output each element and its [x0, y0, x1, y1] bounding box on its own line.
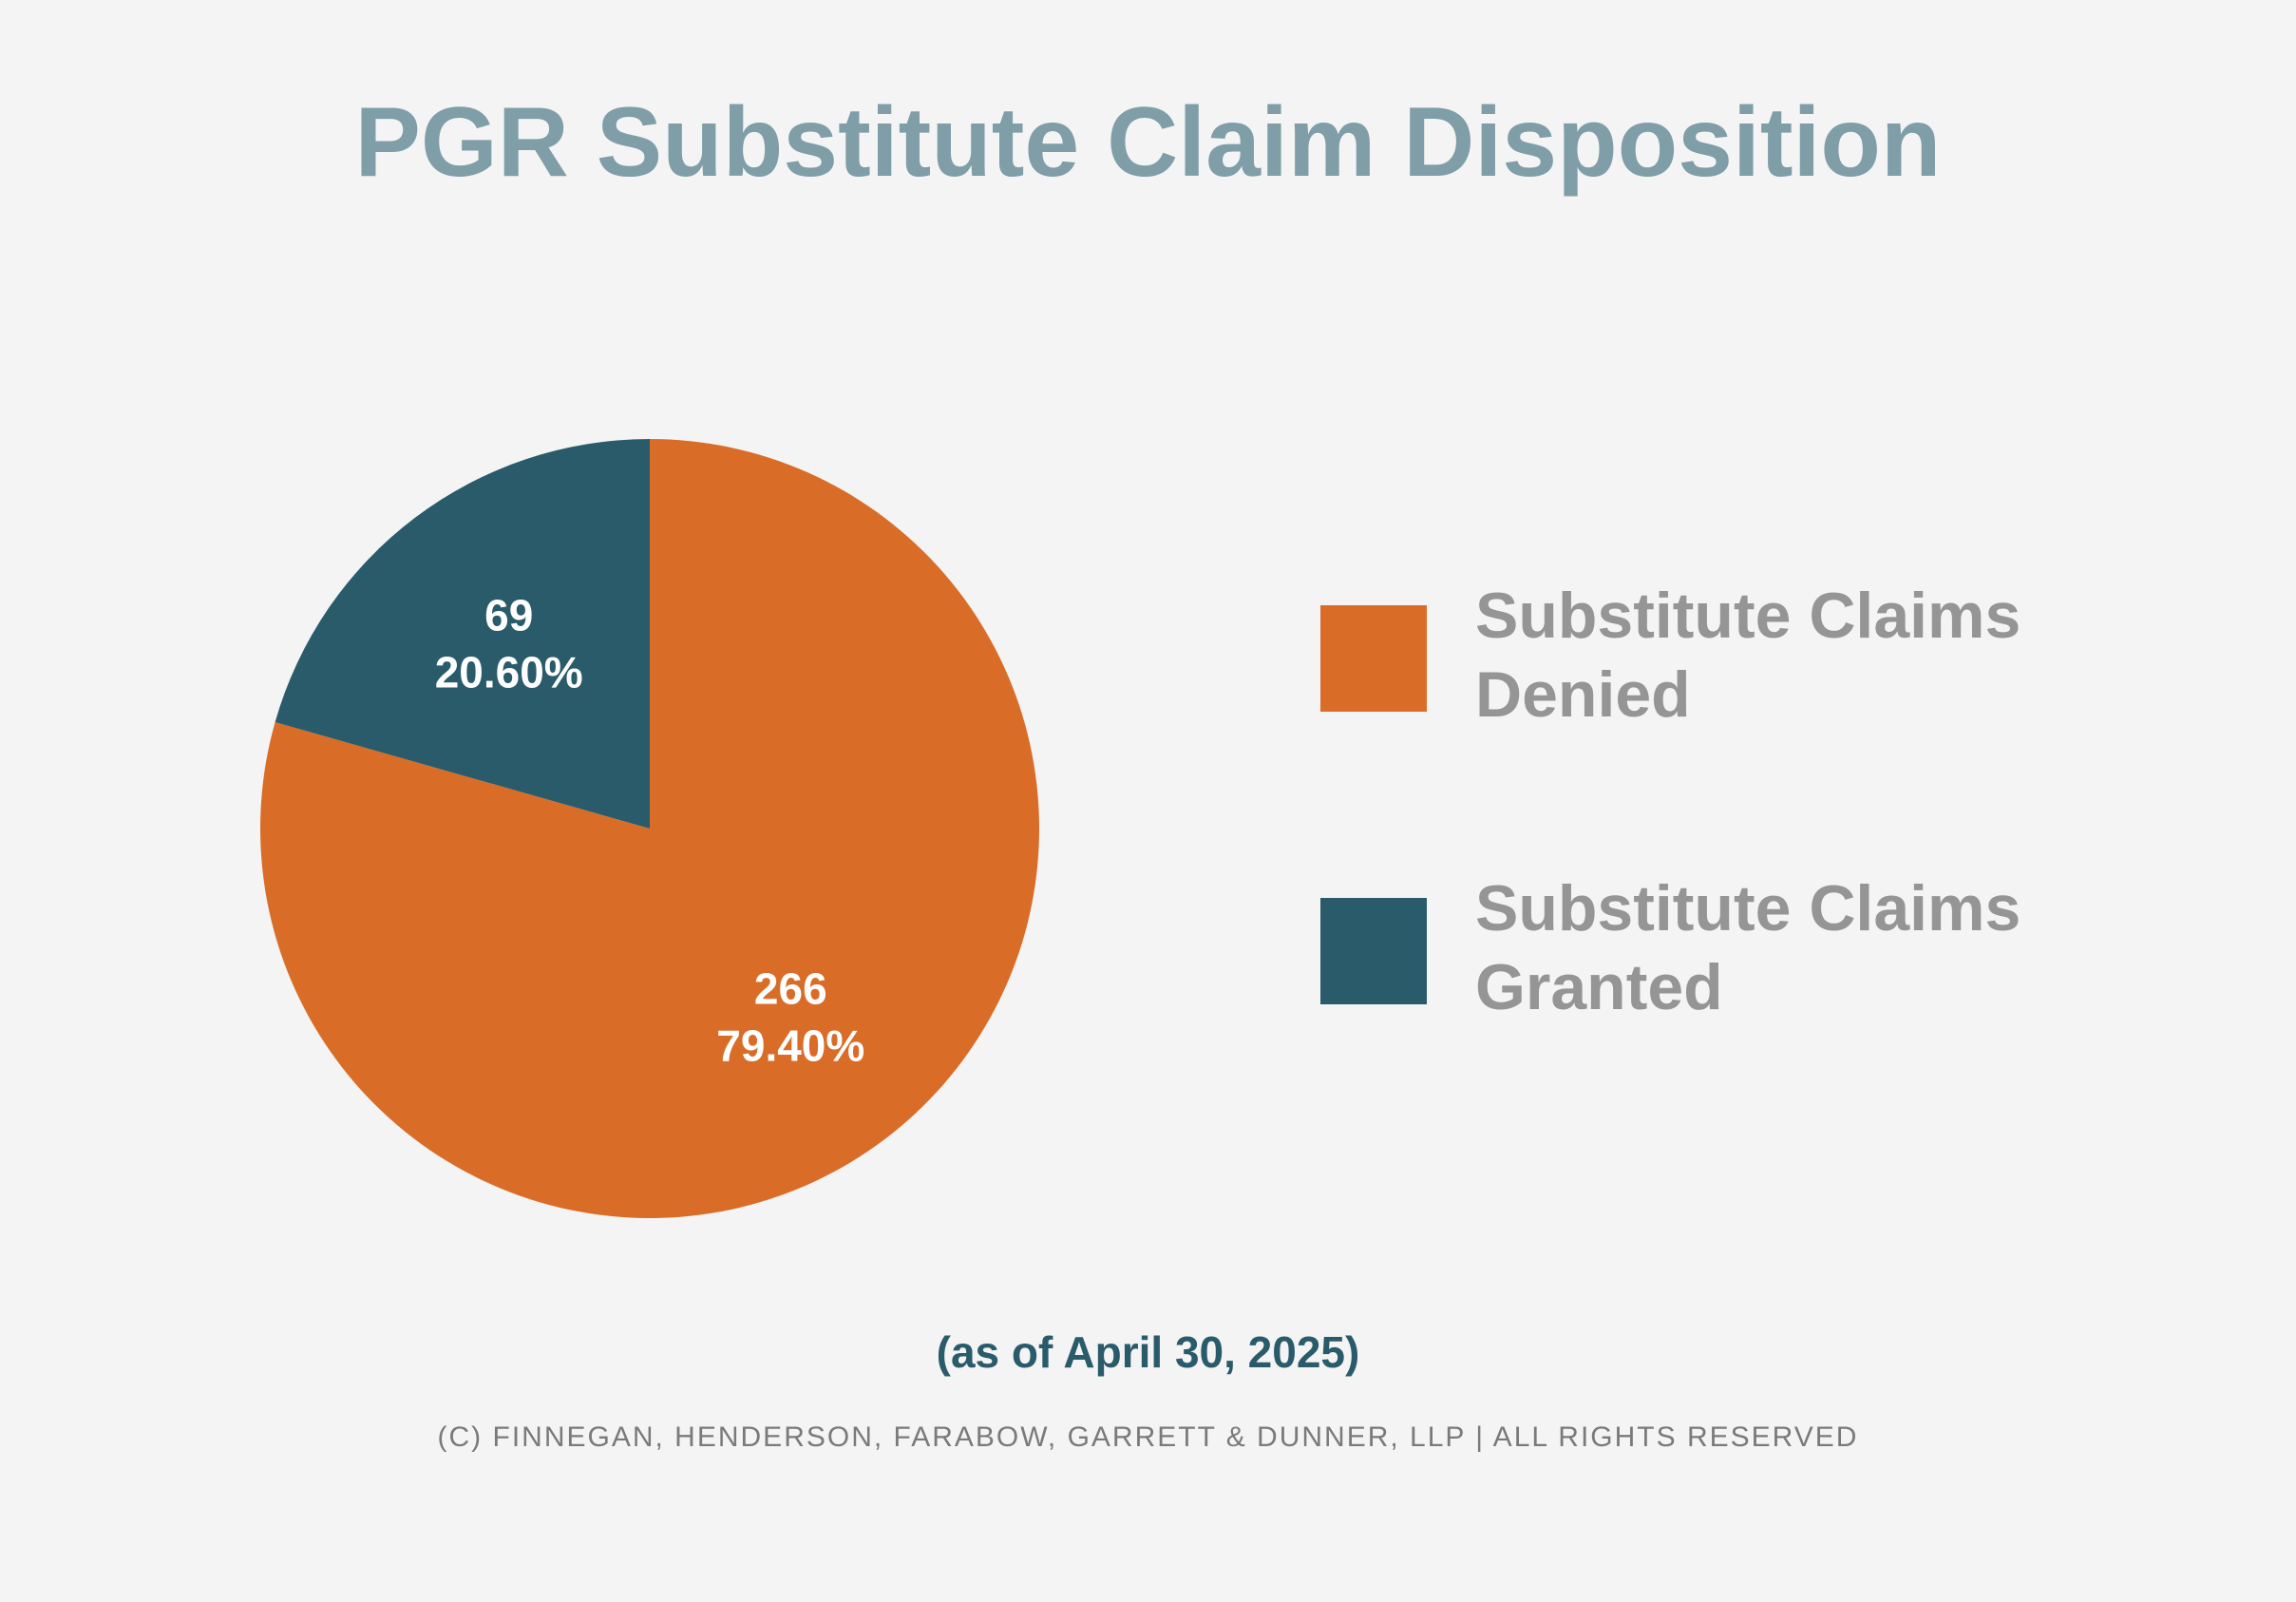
legend-swatch-denied [1320, 605, 1427, 712]
legend-item-denied: Substitute Claims Denied [1320, 580, 2175, 795]
pie-label-denied-value: 266 [754, 963, 827, 1013]
chart-title: PGR Substitute Claim Disposition [354, 87, 1942, 198]
copyright-footer: (c) finnegan, henderson, farabow, garret… [437, 1421, 1859, 1453]
legend-label-granted-line1: Substitute Claims [1475, 872, 2021, 944]
legend-label-granted: Substitute Claims Granted [1475, 869, 2140, 1027]
pie-slice-denied [259, 439, 1039, 1218]
legend-label-denied: Substitute Claims Denied [1475, 577, 2140, 734]
legend-swatch-granted [1320, 898, 1427, 1004]
pie-chart: 266 79.40% 69 20.60% [259, 439, 1039, 1218]
legend-label-granted-line2: Granted [1475, 951, 1723, 1023]
pie-slice-granted [275, 439, 650, 829]
pie-label-denied-percent: 79.40% [716, 1020, 864, 1070]
pie-label-granted-percent: 20.60% [435, 648, 583, 697]
legend-label-denied-line2: Denied [1475, 658, 1691, 731]
date-note: (as of April 30, 2025) [936, 1327, 1360, 1377]
pie-label-granted-value: 69 [484, 591, 533, 640]
legend-label-denied-line1: Substitute Claims [1475, 580, 2021, 652]
legend-item-granted: Substitute Claims Granted [1320, 872, 2175, 1088]
